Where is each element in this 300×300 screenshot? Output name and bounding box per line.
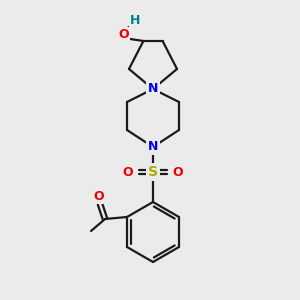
Text: O: O [173,166,183,178]
Text: S: S [148,165,158,179]
Text: O: O [94,190,104,202]
Text: O: O [123,166,133,178]
Text: H: H [130,14,141,28]
Text: N: N [148,140,158,154]
Text: N: N [148,82,158,95]
Text: O: O [118,28,129,41]
